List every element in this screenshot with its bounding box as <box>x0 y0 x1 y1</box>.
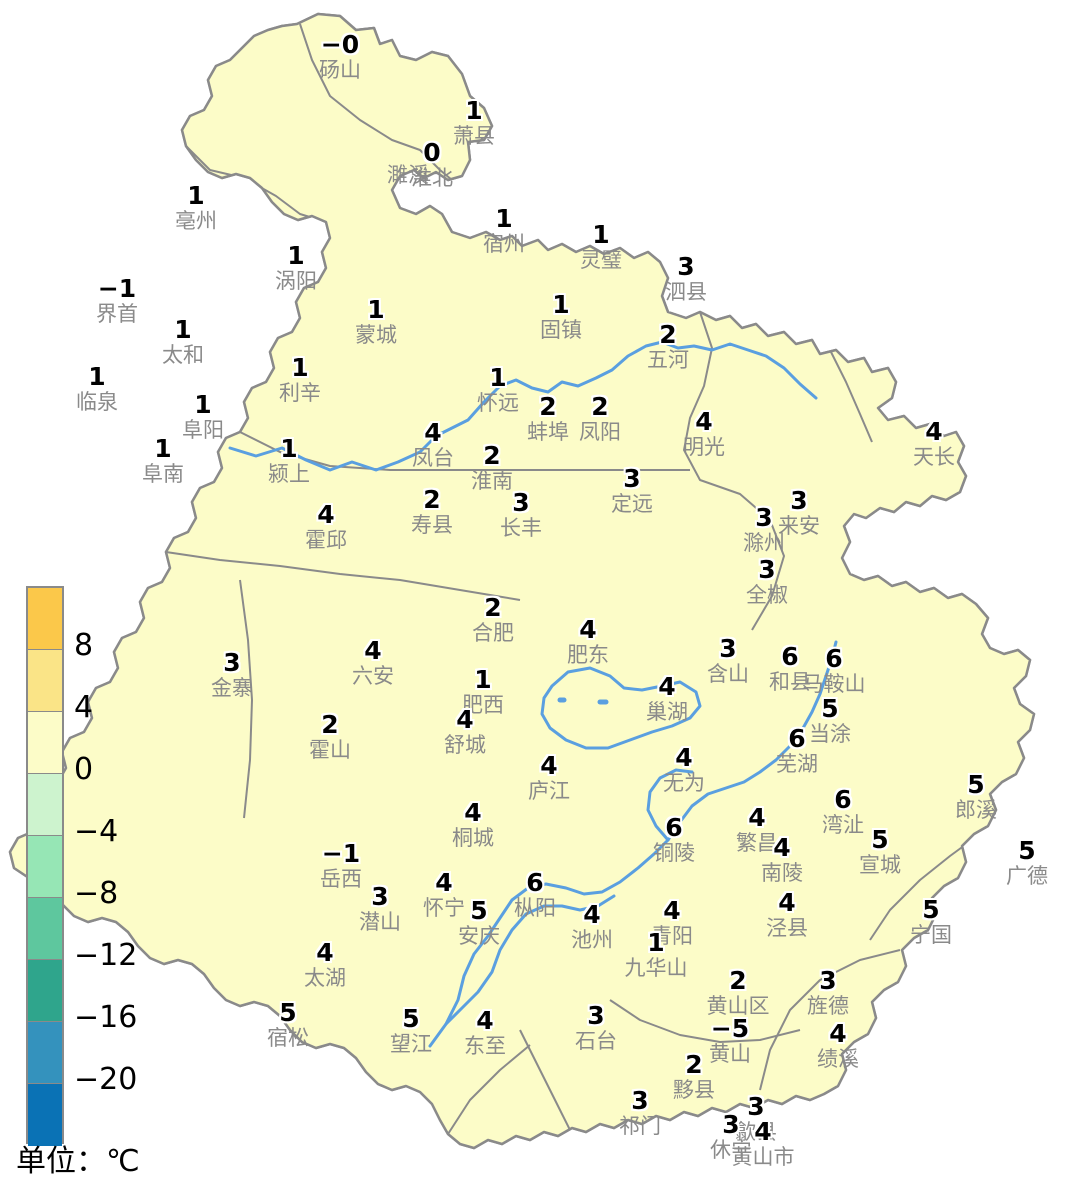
colorbar-tick-minus20: −20 <box>74 1062 138 1097</box>
colorbar-swatch-6 <box>28 960 62 1022</box>
colorbar-swatch-5 <box>28 898 62 960</box>
yangtze-branch-2 <box>646 768 694 842</box>
yangtze-river <box>428 640 838 1048</box>
colorbar-tick-8: 8 <box>74 628 94 663</box>
colorbar-swatch-4 <box>28 836 62 898</box>
colorbar-tick-minus12: −12 <box>74 938 138 973</box>
colorbar-swatch-8 <box>28 1084 62 1146</box>
huaihe-river <box>228 340 818 472</box>
colorbar-swatch-7 <box>28 1022 62 1084</box>
colorbar-tick-4: 4 <box>74 690 94 725</box>
colorbar-swatch-3 <box>28 774 62 836</box>
yangtze-branch <box>444 894 616 1026</box>
colorbar-tick-0: 0 <box>74 752 94 787</box>
colorbar-tick-minus16: −16 <box>74 1000 138 1035</box>
river-layer <box>228 340 838 1048</box>
unit-label: 单位：℃ <box>16 1144 140 1179</box>
colorbar-swatch-0 <box>28 588 62 650</box>
temperature-colorbar <box>26 586 64 1146</box>
colorbar-swatch-1 <box>28 650 62 712</box>
colorbar-tick-minus4: −4 <box>74 814 119 849</box>
chaohu-lake <box>540 666 702 750</box>
colorbar-tick-minus8: −8 <box>74 876 119 911</box>
colorbar-swatch-2 <box>28 712 62 774</box>
